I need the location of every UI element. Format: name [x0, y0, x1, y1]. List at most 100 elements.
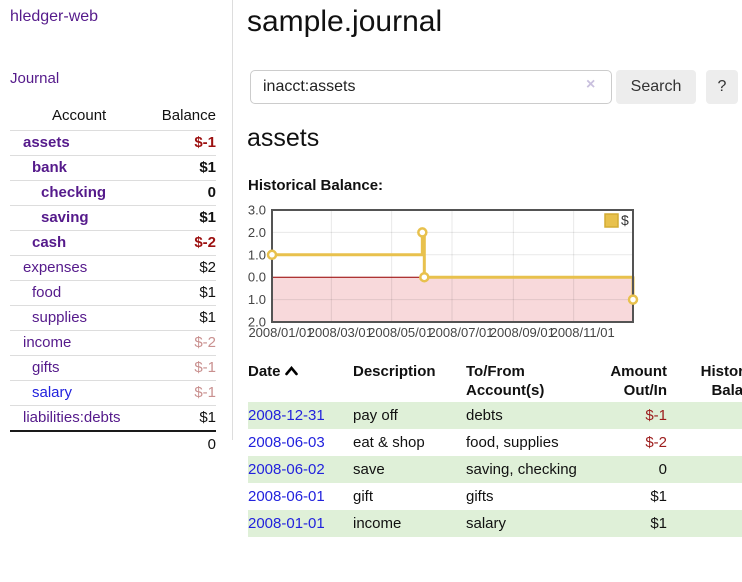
data-point-marker [419, 271, 430, 283]
account-link-food[interactable]: food [32, 284, 62, 301]
register-accounts-cell: salary [466, 510, 586, 537]
account-link-income[interactable]: income [23, 334, 72, 351]
legend-label: $ [621, 212, 629, 228]
register-amount-cell: $1 [586, 510, 675, 537]
data-point-marker [627, 294, 639, 305]
search-input[interactable] [250, 70, 612, 104]
account-balance: $-2 [148, 330, 216, 356]
historical-balance-chart: 3.0 2.0 1.0 0.0 -1.0 -2.02008/01/012008/03/01… [248, 204, 639, 340]
account-name-cell: assets [10, 130, 149, 156]
account-name-cell: checking [10, 180, 149, 206]
register-balance-cell: $2 [675, 456, 742, 483]
register-amount-cell: $1 [650, 488, 667, 505]
accounts-header-balance: Balance [161, 107, 216, 124]
x-axis-tick-label: 2008/09/01 [490, 325, 555, 340]
account-link-bank[interactable]: bank [32, 159, 68, 176]
account-link-assets[interactable]: assets [23, 134, 70, 151]
y-axis-tick-label: -2.0 [248, 315, 266, 330]
account-row: bank $1 [10, 155, 216, 181]
account-name-cell: income [10, 330, 149, 356]
account-link-saving[interactable]: saving [41, 209, 89, 226]
sort-asc-icon[interactable] [284, 365, 298, 376]
account-balance: 0 [148, 180, 216, 206]
transaction-date-link[interactable]: 2008-06-03 [248, 434, 325, 451]
account-balance: $1 [148, 280, 216, 306]
register-description-cell: eat & shop [353, 434, 425, 451]
x-axis-tick-label: 2008/05/01 [368, 325, 433, 340]
y-axis-tick-label: -1.0 [248, 292, 266, 307]
search-button[interactable]: Search [616, 70, 696, 104]
y-axis-tick-label: 0.0 [248, 270, 266, 285]
account-balance: $1 [148, 155, 216, 181]
account-link-supplies[interactable]: supplies [32, 309, 88, 326]
help-button[interactable]: ? [706, 70, 738, 104]
register-date-cell: 2008-06-01 [248, 483, 353, 510]
account-row: checking 0 [10, 180, 216, 206]
account-name-cell: cash [10, 230, 149, 256]
account-link-liabilities-debts[interactable]: liabilities:debts [23, 409, 121, 426]
register-balance-cell: $2 [675, 483, 742, 510]
account-row: food $1 [10, 280, 216, 306]
register-accounts-cell: saving, checking [466, 456, 586, 483]
page-title: sample.journal [247, 5, 443, 38]
account-link-gifts[interactable]: gifts [32, 359, 60, 376]
account-row: expenses $2 [10, 255, 216, 281]
transaction-date-link[interactable]: 2008-01-01 [248, 515, 325, 532]
account-balance: $1 [148, 405, 216, 431]
account-name-cell: salary [10, 380, 149, 406]
search-clear-icon[interactable]: × [586, 76, 596, 93]
x-axis-tick-label: 2008/03/01 [308, 325, 373, 340]
account-name-cell: bank [10, 155, 149, 181]
legend-swatch [604, 213, 619, 228]
register-date-cell: 2008-06-02 [248, 456, 353, 483]
register-col-header-date[interactable]: Date [248, 360, 353, 402]
account-name-cell: food [10, 280, 149, 306]
register-description-cell: save [353, 456, 466, 483]
register-accounts-cell: gifts [466, 488, 494, 505]
transaction-date-link[interactable]: 2008-12-31 [248, 407, 325, 424]
chart-section-label: Historical Balance: [248, 177, 384, 194]
account-name-cell: expenses [10, 255, 149, 281]
register-col-header-amount: Amount Out/In [610, 363, 667, 399]
account-link-cash[interactable]: cash [32, 234, 67, 251]
account-link-checking[interactable]: checking [41, 184, 107, 201]
app-brand-link[interactable]: hledger-web [10, 8, 99, 25]
register-balance-cell: $1 [675, 510, 742, 537]
account-link-salary[interactable]: salary [32, 384, 73, 401]
x-axis-tick-label: 2008/01/01 [248, 325, 313, 340]
account-name-cell: gifts [10, 355, 149, 381]
account-balance: $2 [148, 255, 216, 281]
account-row: cash $-2 [10, 230, 216, 256]
account-row: gifts $-1 [10, 355, 216, 381]
register-date-cell: 2008-06-03 [248, 429, 353, 456]
register-table: Date Description To/From Account(s) Amount Ou… [248, 360, 742, 537]
account-row: supplies $1 [10, 305, 216, 331]
transaction-date-link[interactable]: 2008-06-01 [248, 488, 325, 505]
account-balance: $-1 [148, 380, 216, 406]
spacer [10, 430, 149, 457]
x-axis-tick-label: 2008/07/01 [428, 325, 493, 340]
accounts-total-value: 0 [148, 430, 216, 457]
account-link-expenses[interactable]: expenses [23, 259, 88, 276]
register-col-header-description: Description [353, 363, 436, 380]
register-description-cell: gift [353, 488, 374, 505]
accounts-header-account: Account [52, 107, 107, 124]
register-amount-cell: $-2 [645, 434, 667, 451]
register-accounts-cell: food, supplies [466, 434, 559, 451]
register-accounts-cell: debts [466, 402, 586, 429]
register-row: 2008-06-03 eat & shop food, supplies $-2 0 [248, 429, 742, 456]
data-point-marker [266, 249, 278, 261]
transaction-date-link[interactable]: 2008-06-02 [248, 461, 325, 478]
accounts-header-row: Account Balance [10, 103, 216, 131]
nav-journal-link[interactable]: Journal [10, 70, 60, 87]
accounts-total-row: 0 [10, 430, 216, 457]
account-balance: $-2 [148, 230, 216, 256]
y-axis-tick-label: 1.0 [248, 247, 266, 262]
account-name-cell: supplies [10, 305, 149, 331]
account-balance: $1 [148, 305, 216, 331]
register-row: 2008-06-01 gift gifts $1 $2 [248, 483, 742, 510]
